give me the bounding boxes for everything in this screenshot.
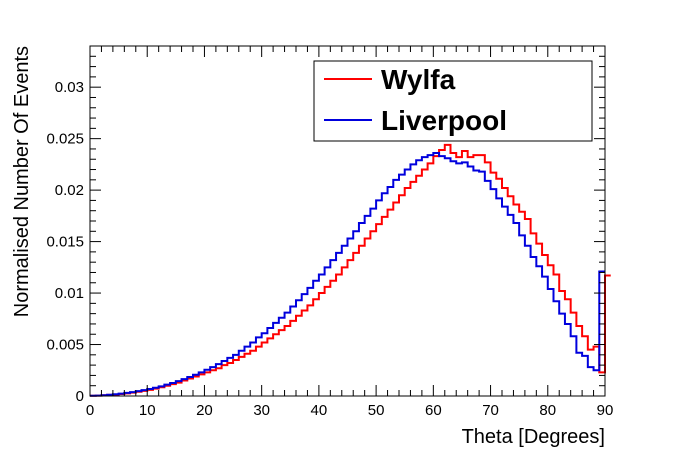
x-tick-label: 50 bbox=[368, 402, 385, 419]
x-tick-label: 40 bbox=[311, 402, 328, 419]
y-tick-label: 0.005 bbox=[46, 337, 84, 354]
ticks-layer bbox=[89, 46, 606, 397]
legend-box bbox=[313, 60, 593, 142]
x-tick-label: 80 bbox=[539, 402, 556, 419]
y-tick-label: 0.02 bbox=[55, 182, 84, 199]
y-tick-label: 0.03 bbox=[55, 79, 84, 96]
legend: Wylfa Liverpool bbox=[313, 60, 593, 142]
y-tick-label: 0.025 bbox=[46, 131, 84, 148]
y-axis-title: Normalised Number Of Events bbox=[11, 46, 33, 317]
series-layer bbox=[90, 143, 611, 397]
legend-label-wylfa: Wylfa bbox=[381, 64, 456, 95]
x-tick-label: 30 bbox=[253, 402, 270, 419]
legend-label-liverpool: Liverpool bbox=[381, 105, 507, 136]
x-tick-label: 20 bbox=[196, 402, 213, 419]
x-tick-label: 90 bbox=[597, 402, 614, 419]
x-tick-label: 60 bbox=[425, 402, 442, 419]
x-tick-label: 70 bbox=[482, 402, 499, 419]
y-tick-label: 0.015 bbox=[46, 234, 84, 251]
labels-layer: 0 10 20 30 40 50 60 70 80 90 0 0.005 0.01 0.015 0.02 0.… bbox=[46, 79, 613, 419]
x-axis-title: Theta [Degrees] bbox=[462, 426, 605, 448]
x-tick-label: 10 bbox=[139, 402, 156, 419]
x-tick-label: 0 bbox=[86, 402, 94, 419]
series-line-liverpool bbox=[90, 152, 605, 397]
y-tick-label: 0 bbox=[76, 388, 84, 405]
y-tick-label: 0.01 bbox=[55, 285, 84, 302]
